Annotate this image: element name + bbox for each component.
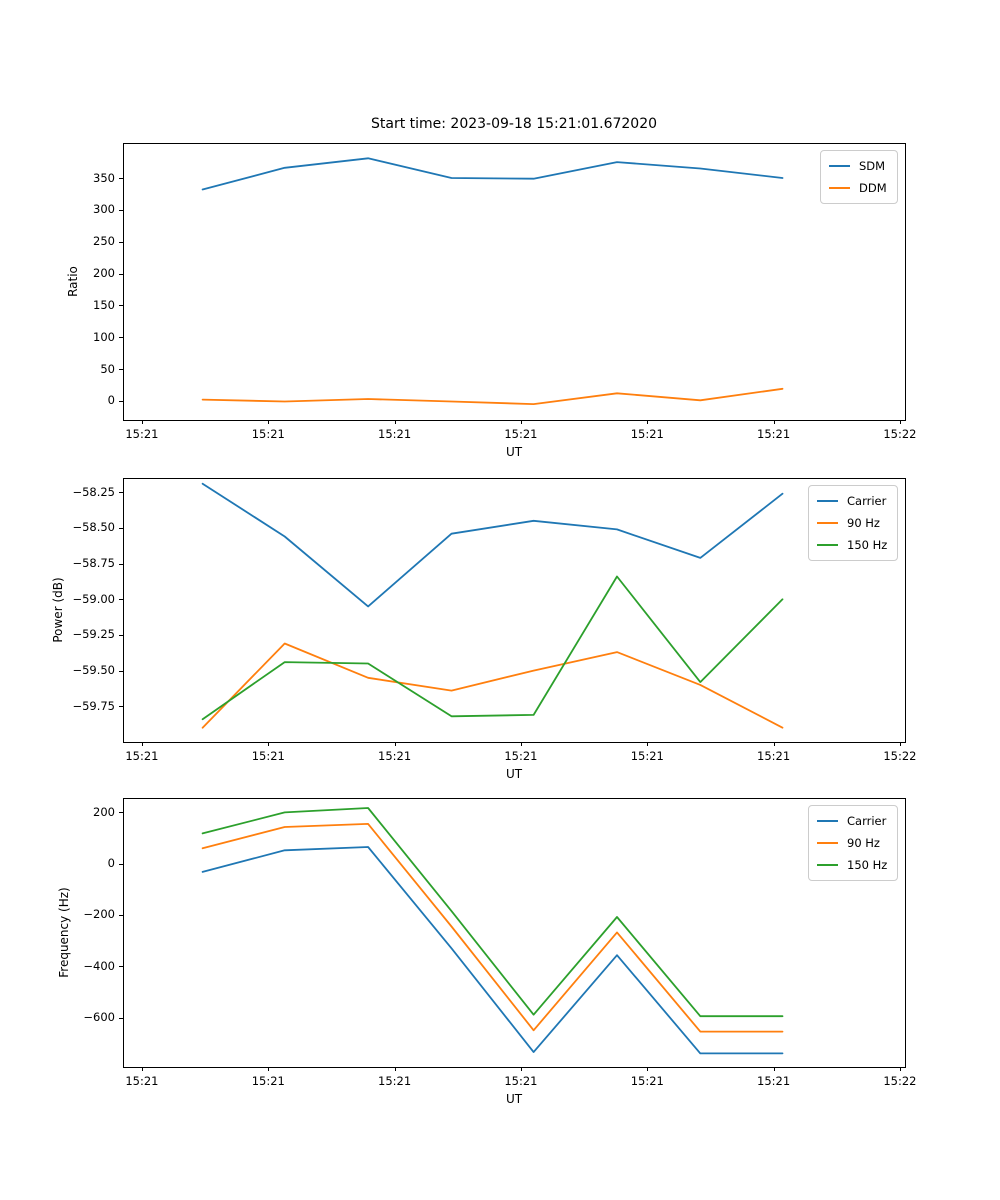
legend-item-sdm: SDM [829,156,887,176]
y-tick-label: 0 [107,856,115,871]
legend-entry-label: DDM [859,181,887,195]
legend-item-ddm: DDM [829,178,887,198]
legend-entry-label: 90 Hz [847,836,880,850]
y-tick-label: 100 [93,329,115,344]
line-series-carrier [201,846,784,1055]
y-tick-label: 200 [93,266,115,281]
x-tick-label: 15:21 [757,427,791,441]
legend-box: Carrier 90 Hz 150 Hz [808,485,899,561]
figure-title: Start time: 2023-09-18 15:21:01.672020 [370,116,658,132]
legend-item-carrier: Carrier [817,491,887,511]
y-tick-label: −400 [83,958,115,973]
line-series-150-hz [201,575,784,721]
legend-box: SDM DDM [820,150,898,204]
x-axis-label: UT [505,767,523,781]
legend-entry-label: 150 Hz [847,538,888,552]
x-tick-label: 15:21 [251,749,285,763]
line-series-90-hz [201,823,784,1033]
legend-item-90-hz: 90 Hz [817,513,887,533]
y-axis-label: Frequency (Hz) [57,887,71,978]
y-tick-label: 300 [93,202,115,217]
x-tick-label: 15:21 [630,749,664,763]
y-tick-label: −59.75 [72,698,115,713]
x-tick-label: 15:21 [378,427,412,441]
legend-item-90-hz: 90 Hz [817,833,887,853]
x-tick-label: 15:21 [757,749,791,763]
legend-line-sample [817,842,838,844]
legend-line-sample [817,522,838,524]
legend-item-carrier: Carrier [817,811,887,831]
x-tick-label: 15:21 [504,427,538,441]
y-tick-label: 0 [107,393,115,408]
line-series-150-hz [201,807,784,1018]
x-tick-label: 15:21 [630,427,664,441]
x-tick-label: 15:21 [504,1074,538,1088]
line-series-sdm [201,157,784,191]
x-tick-label: 15:21 [378,1074,412,1088]
y-tick-label: −58.50 [72,520,115,535]
line-series-carrier [201,482,784,608]
legend-box: Carrier 90 Hz 150 Hz [808,805,899,881]
legend-line-sample [817,544,838,546]
legend-line-sample [817,820,838,822]
x-tick-label: 15:21 [630,1074,664,1088]
legend-line-sample [817,864,838,866]
x-tick-label: 15:21 [378,749,412,763]
axes-spines [123,798,906,1068]
y-tick-label: −59.25 [72,627,115,642]
y-tick-label: 350 [93,170,115,185]
x-tick-label: 15:22 [883,1074,917,1088]
x-axis-label: UT [505,1092,523,1106]
y-tick-label: −600 [83,1010,115,1024]
y-tick-label: −59.50 [72,663,115,678]
legend-item-150-hz: 150 Hz [817,855,887,875]
x-tick-label: 15:21 [504,749,538,763]
y-tick-label: −200 [83,907,115,922]
legend-entry-label: Carrier [847,814,887,828]
y-tick-label: −58.75 [72,556,115,571]
legend-entry-label: 150 Hz [847,858,888,872]
line-series-90-hz [201,642,784,729]
y-tick-label: 200 [93,804,115,819]
x-tick-label: 15:21 [251,1074,285,1088]
x-tick-label: 15:21 [125,749,159,763]
legend-line-sample [829,165,850,167]
x-tick-label: 15:21 [757,1074,791,1088]
legend-entry-label: SDM [859,159,886,173]
legend-entry-label: Carrier [847,494,887,508]
y-tick-label: 250 [93,234,115,249]
y-tick-label: −58.25 [72,484,115,499]
x-tick-label: 15:21 [125,427,159,441]
axes-spines [123,143,906,421]
line-series-ddm [201,387,784,406]
legend-entry-label: 90 Hz [847,516,880,530]
y-tick-label: −59.00 [72,591,115,606]
legend-item-150-hz: 150 Hz [817,535,887,555]
y-tick-label: 50 [100,361,115,376]
legend-line-sample [817,500,838,502]
x-tick-label: 15:22 [883,427,917,441]
x-axis-label: UT [505,445,523,459]
x-tick-label: 15:21 [125,1074,159,1088]
x-tick-label: 15:22 [883,749,917,763]
axes-spines [123,478,906,743]
y-tick-label: 150 [93,297,115,312]
x-tick-label: 15:21 [251,427,285,441]
legend-line-sample [829,187,850,189]
